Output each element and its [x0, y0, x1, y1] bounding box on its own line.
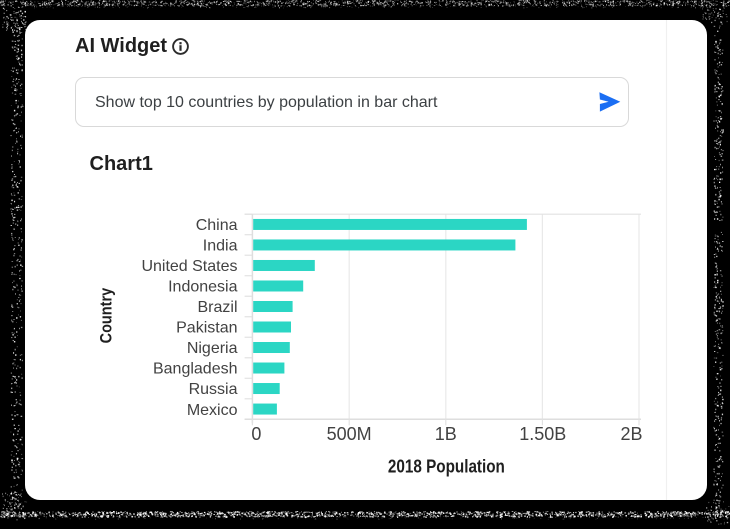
svg-text:Nigeria: Nigeria [187, 340, 238, 357]
svg-text:1.50B: 1.50B [519, 424, 566, 444]
svg-text:China: China [196, 217, 238, 234]
svg-text:Brazil: Brazil [197, 299, 237, 316]
svg-text:Indonesia: Indonesia [168, 279, 237, 296]
svg-text:500M: 500M [327, 424, 372, 444]
svg-text:Country: Country [97, 287, 116, 343]
svg-text:United States: United States [141, 258, 237, 275]
svg-text:2018 Population: 2018 Population [388, 456, 505, 476]
svg-text:Pakistan: Pakistan [176, 320, 237, 337]
svg-text:Russia: Russia [189, 381, 238, 398]
svg-text:2B: 2B [620, 424, 642, 444]
svg-text:0: 0 [251, 424, 261, 444]
svg-text:Bangladesh: Bangladesh [153, 361, 238, 378]
svg-text:India: India [203, 238, 238, 255]
svg-text:1B: 1B [435, 424, 457, 444]
svg-text:Mexico: Mexico [187, 402, 238, 419]
